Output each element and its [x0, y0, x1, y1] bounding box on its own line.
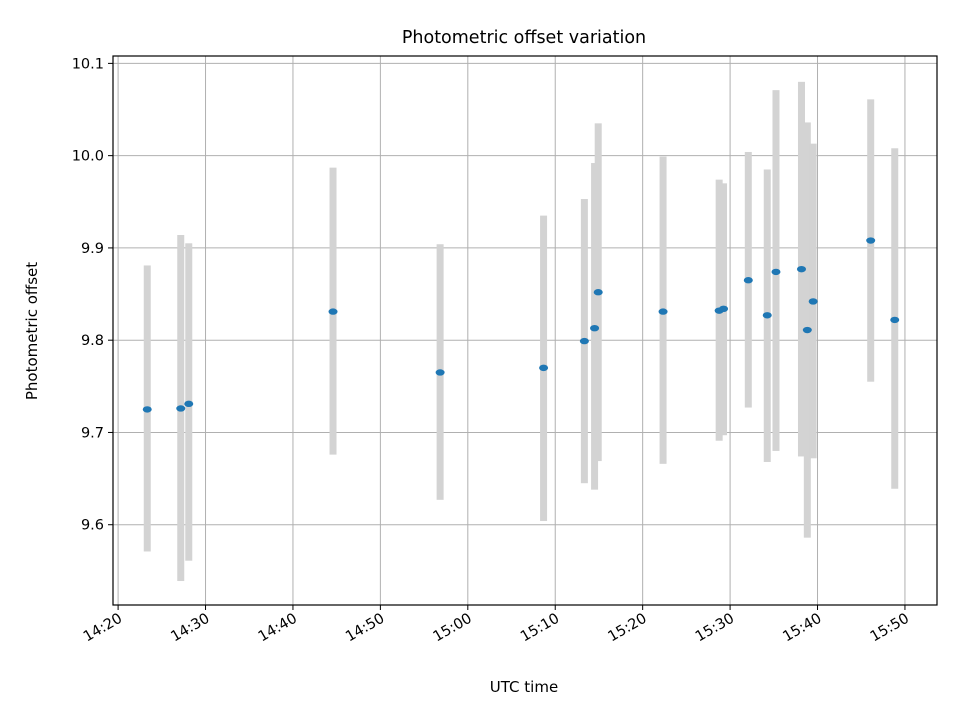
plot-area-frame [112, 55, 938, 606]
y-tick-label: 9.8 [81, 333, 104, 349]
data-point [743, 277, 753, 284]
data-point [539, 364, 549, 372]
y-tick-label: 10.1 [72, 56, 104, 72]
data-point [719, 305, 729, 313]
x-tick-label: 14:40 [256, 611, 300, 646]
x-tick-label: 15:30 [693, 611, 737, 646]
data-points [142, 237, 900, 413]
data-point [808, 298, 818, 305]
x-axis-label: UTC time [490, 678, 558, 696]
x-tick-label: 14:20 [81, 611, 125, 646]
chart-title: Photometric offset variation [402, 28, 646, 48]
ticks: 14:20 14:30 14:40 14:50 15:00 15:10 15:20 15:30… [72, 56, 912, 645]
data-point [796, 265, 806, 273]
data-point [658, 308, 668, 315]
data-point [579, 337, 589, 345]
x-tick-label: 14:50 [343, 611, 387, 646]
y-tick-label: 9.6 [81, 518, 104, 534]
data-point [176, 405, 186, 412]
y-axis-label: Photometric offset [23, 262, 41, 400]
data-point [593, 289, 603, 296]
y-tick-label: 9.9 [81, 241, 104, 257]
x-tick-label: 14:30 [168, 611, 212, 646]
y-tick-label: 10.0 [72, 149, 104, 165]
x-tick-label: 15:50 [868, 611, 912, 646]
y-tick-label: 9.7 [81, 425, 104, 441]
data-point [328, 308, 338, 315]
x-tick-label: 15:00 [431, 611, 475, 646]
data-point [184, 400, 194, 408]
x-tick-label: 15:20 [605, 611, 649, 646]
data-point [590, 324, 600, 332]
data-point [771, 268, 781, 276]
data-point [435, 369, 445, 376]
data-point [802, 326, 812, 334]
x-tick-label: 15:10 [518, 611, 562, 646]
x-tick-label: 15:40 [780, 611, 824, 646]
data-point [866, 237, 876, 244]
data-point [142, 406, 152, 413]
data-point [762, 312, 772, 319]
error-bars [143, 81, 899, 582]
data-point [890, 316, 900, 324]
